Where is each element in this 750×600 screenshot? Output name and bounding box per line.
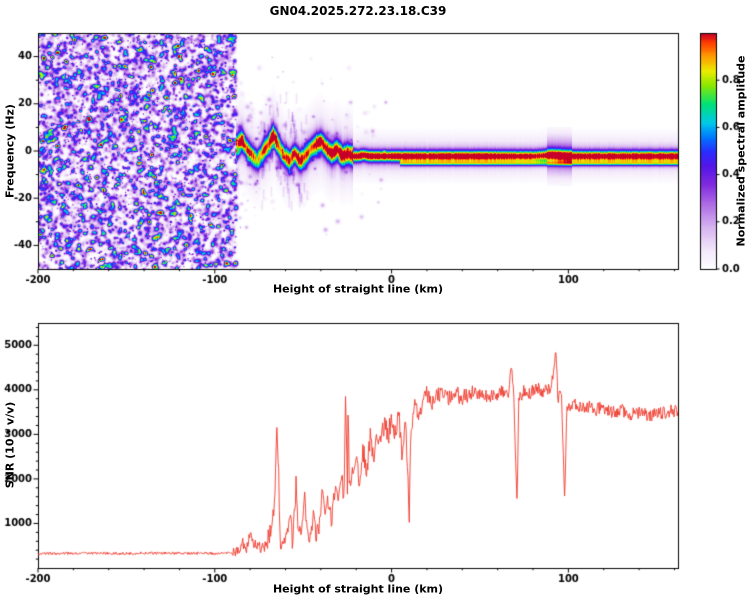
colorbar-label: Normalized spectral amplitude <box>734 55 748 247</box>
spectrogram-xlabel: Height of straight line (km) <box>272 282 444 296</box>
figure-title: GN04.2025.272.23.18.C39 <box>269 4 447 18</box>
snr-ylabel: SNR (10 * v/v) <box>3 401 17 489</box>
snr-xlabel: Height of straight line (km) <box>272 582 444 596</box>
spectrogram-ylabel: Frequency (Hz) <box>3 104 17 198</box>
